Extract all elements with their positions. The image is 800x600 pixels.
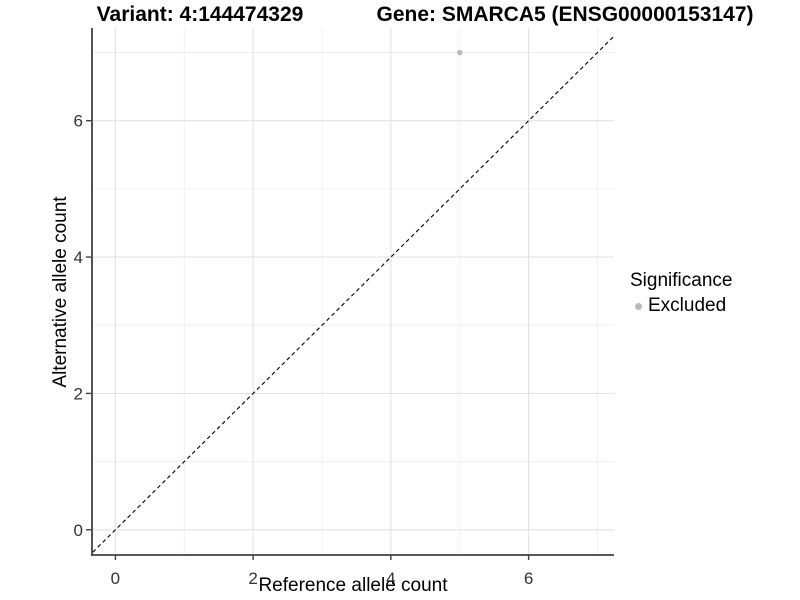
variant-title: Variant: 4:144474329 <box>96 3 304 26</box>
legend-title: Significance <box>630 270 733 291</box>
x-axis-title: Reference allele count <box>258 575 448 596</box>
y-tick-label: 4 <box>74 248 83 267</box>
y-tick-label: 2 <box>74 384 83 403</box>
x-tick-label: 4 <box>386 569 395 588</box>
x-tick-label: 0 <box>111 569 120 588</box>
y-tick-label: 6 <box>74 112 83 131</box>
legend-item-label: Excluded <box>648 295 727 316</box>
y-tick-label: 0 <box>74 521 83 540</box>
gene-title: Gene: SMARCA5 (ENSG00000153147) <box>376 3 754 26</box>
x-tick-label: 6 <box>524 569 533 588</box>
data-point <box>456 49 463 56</box>
x-tick-label: 2 <box>248 569 257 588</box>
identity-reference-line <box>92 35 614 554</box>
legend-item-excluded: Excluded <box>630 295 732 317</box>
y-axis-title: Alternative allele count <box>50 196 71 388</box>
legend-point-icon <box>635 302 642 310</box>
legend: Significance Excluded <box>630 270 732 317</box>
